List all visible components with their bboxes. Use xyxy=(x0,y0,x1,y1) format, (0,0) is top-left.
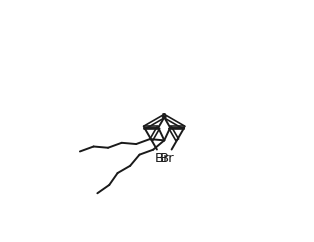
Text: Br: Br xyxy=(154,151,169,165)
Text: Br: Br xyxy=(160,151,174,165)
